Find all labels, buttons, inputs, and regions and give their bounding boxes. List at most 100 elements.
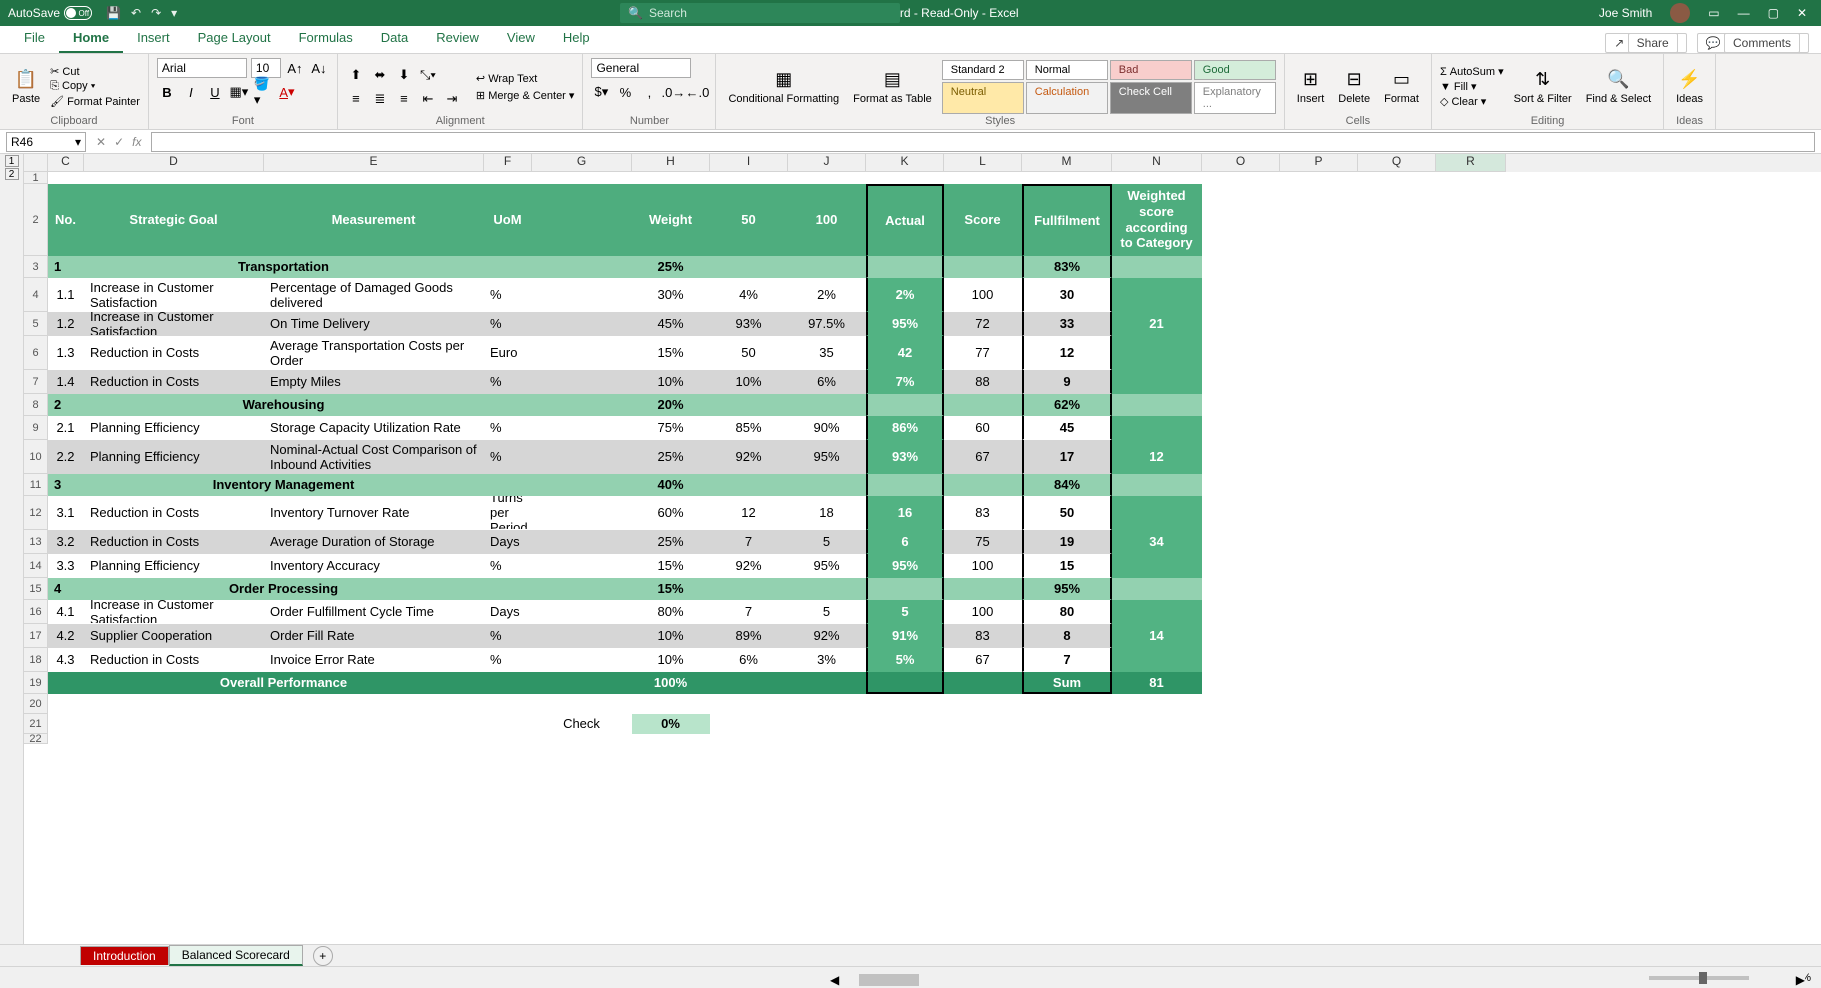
cell[interactable] (710, 672, 788, 694)
actual[interactable]: 91% (866, 624, 944, 648)
qat-more-icon[interactable]: ▾ (171, 6, 177, 20)
row-num[interactable]: 1.1 (48, 278, 84, 312)
cat-weight[interactable]: 25% (632, 256, 710, 278)
uom[interactable]: % (484, 554, 532, 578)
cell[interactable] (1436, 256, 1506, 278)
format-painter-button[interactable]: 🖌 Format Painter (50, 95, 140, 108)
cell[interactable] (788, 172, 866, 184)
cell[interactable] (532, 172, 632, 184)
cell[interactable] (1280, 578, 1358, 600)
cell[interactable] (1202, 672, 1280, 694)
target-100[interactable]: 97.5% (788, 312, 866, 336)
fulfilment[interactable]: 30 (1022, 278, 1112, 312)
increase-font-icon[interactable]: A↑ (285, 58, 305, 78)
scroll-thumb[interactable] (859, 974, 919, 986)
col-header-R[interactable]: R (1436, 154, 1506, 172)
measurement[interactable]: Percentage of Damaged Goods delivered (264, 278, 484, 312)
col-header-P[interactable]: P (1280, 154, 1358, 172)
cell[interactable] (1280, 554, 1358, 578)
measurement[interactable]: Inventory Accuracy (264, 554, 484, 578)
col-header-M[interactable]: M (1022, 154, 1112, 172)
horizontal-scrollbar[interactable]: ◀ ▶ (830, 972, 1805, 988)
cell[interactable] (532, 440, 632, 474)
fulfilment[interactable]: 33 (1022, 312, 1112, 336)
cat-name[interactable]: Transportation (84, 256, 484, 278)
target-100[interactable]: 18 (788, 496, 866, 530)
uom[interactable]: Days (484, 600, 532, 624)
fulfilment[interactable]: 45 (1022, 416, 1112, 440)
user-name[interactable]: Joe Smith (1599, 6, 1652, 20)
find-select-button[interactable]: 🔍Find & Select (1582, 67, 1655, 107)
cell[interactable] (532, 256, 632, 278)
col-header-G[interactable]: G (532, 154, 632, 172)
style-good[interactable]: Good (1194, 60, 1276, 80)
cell[interactable] (84, 694, 264, 714)
cell[interactable] (1358, 172, 1436, 184)
style-standard-2[interactable]: Standard 2 (942, 60, 1024, 80)
uom[interactable]: % (484, 312, 532, 336)
cell[interactable] (788, 734, 866, 744)
cell[interactable] (788, 474, 866, 496)
cell[interactable] (264, 694, 484, 714)
cell[interactable] (1358, 336, 1436, 370)
cell[interactable] (1358, 440, 1436, 474)
target-50[interactable]: 6% (710, 648, 788, 672)
tab-file[interactable]: File (10, 24, 59, 53)
weighted-score[interactable] (1112, 600, 1202, 624)
sheet-tab-balanced-scorecard[interactable]: Balanced Scorecard (169, 945, 303, 966)
row-num[interactable]: 3.2 (48, 530, 84, 554)
cat-name[interactable]: Order Processing (84, 578, 484, 600)
header-UoM[interactable]: UoM (484, 184, 532, 256)
formula-bar[interactable] (151, 132, 1815, 152)
measurement[interactable]: Invoice Error Rate (264, 648, 484, 672)
overall-value[interactable]: 81 (1112, 672, 1202, 694)
col-header-J[interactable]: J (788, 154, 866, 172)
target-50[interactable]: 12 (710, 496, 788, 530)
cat-num[interactable]: 1 (48, 256, 84, 278)
weight[interactable]: 75% (632, 416, 710, 440)
cell[interactable] (1358, 416, 1436, 440)
target-100[interactable]: 2% (788, 278, 866, 312)
cat-fulfilment[interactable]: 62% (1022, 394, 1112, 416)
cell[interactable] (532, 416, 632, 440)
uom[interactable]: % (484, 624, 532, 648)
cell[interactable] (1280, 672, 1358, 694)
cell[interactable] (1202, 312, 1280, 336)
row-header-15[interactable]: 15 (24, 578, 48, 600)
actual[interactable]: 95% (866, 554, 944, 578)
cell[interactable] (1202, 394, 1280, 416)
cell[interactable] (866, 694, 944, 714)
undo-icon[interactable]: ↶ (131, 6, 141, 20)
cell[interactable] (944, 734, 1022, 744)
style-bad[interactable]: Bad (1110, 60, 1192, 80)
row-header-10[interactable]: 10 (24, 440, 48, 474)
cell[interactable] (1202, 554, 1280, 578)
fill-button[interactable]: ▼ Fill ▾ (1440, 80, 1504, 93)
cell[interactable] (1280, 714, 1358, 734)
cell[interactable] (1202, 600, 1280, 624)
cell[interactable] (1358, 256, 1436, 278)
tab-formulas[interactable]: Formulas (285, 24, 367, 53)
cell[interactable] (1202, 530, 1280, 554)
cat-fulfilment[interactable]: 95% (1022, 578, 1112, 600)
cell[interactable] (84, 734, 264, 744)
zoom-slider[interactable] (1649, 976, 1749, 980)
header-Weight[interactable]: Weight (632, 184, 710, 256)
cell[interactable] (532, 554, 632, 578)
cell[interactable] (1280, 172, 1358, 184)
cell[interactable] (866, 714, 944, 734)
cat-weight[interactable]: 40% (632, 474, 710, 496)
cell[interactable] (1436, 312, 1506, 336)
strategic-goal[interactable]: Reduction in Costs (84, 336, 264, 370)
cell[interactable] (1358, 694, 1436, 714)
cell[interactable] (1280, 648, 1358, 672)
sort-filter-button[interactable]: ⇅Sort & Filter (1510, 67, 1576, 107)
row-num[interactable]: 3.3 (48, 554, 84, 578)
cell[interactable] (484, 256, 532, 278)
cell[interactable] (1436, 394, 1506, 416)
style-check-cell[interactable]: Check Cell (1110, 82, 1192, 114)
col-header-N[interactable]: N (1112, 154, 1202, 172)
fulfilment[interactable]: 8 (1022, 624, 1112, 648)
decrease-decimal-icon[interactable]: ←.0 (687, 82, 707, 102)
fulfilment[interactable]: 12 (1022, 336, 1112, 370)
